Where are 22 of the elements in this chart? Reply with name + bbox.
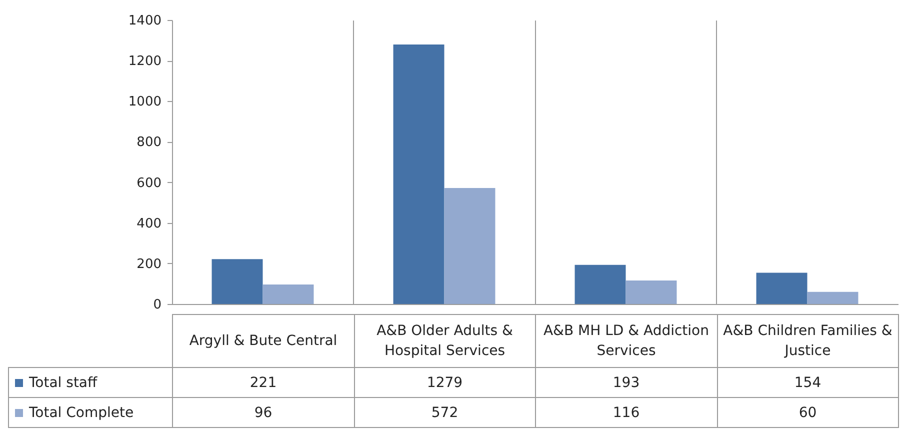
data-label: 60 [717, 398, 898, 428]
legend-label: Total Complete [8, 398, 172, 428]
data-label: 221 [172, 368, 354, 398]
y-tick-label: 800 [136, 135, 162, 150]
data-label: 96 [172, 398, 354, 428]
x-tick-label: A&B Children Families & Justice [717, 314, 898, 368]
data-label: 116 [536, 398, 717, 428]
y-tick-label: 0 [153, 298, 162, 312]
y-tick-label: 200 [136, 256, 162, 272]
data-label: 572 [354, 398, 536, 428]
x-tick-label: Argyll & Bute Central [172, 314, 354, 368]
x-tick-label: A&B Older Adults & Hospital Services [354, 314, 536, 368]
y-tick-label: 1200 [128, 54, 162, 70]
data-label: 154 [717, 368, 898, 398]
y-tick-label: 600 [136, 176, 162, 191]
x-tick-label: A&B MH LD & Addiction Services [536, 314, 717, 368]
data-label: 193 [536, 368, 717, 398]
y-tick-label: 1400 [128, 14, 162, 28]
data-label: 1279 [354, 368, 536, 398]
y-tick-label: 400 [136, 216, 162, 232]
legend-label: Total staff [8, 368, 172, 398]
y-tick-label: 1000 [128, 94, 162, 110]
